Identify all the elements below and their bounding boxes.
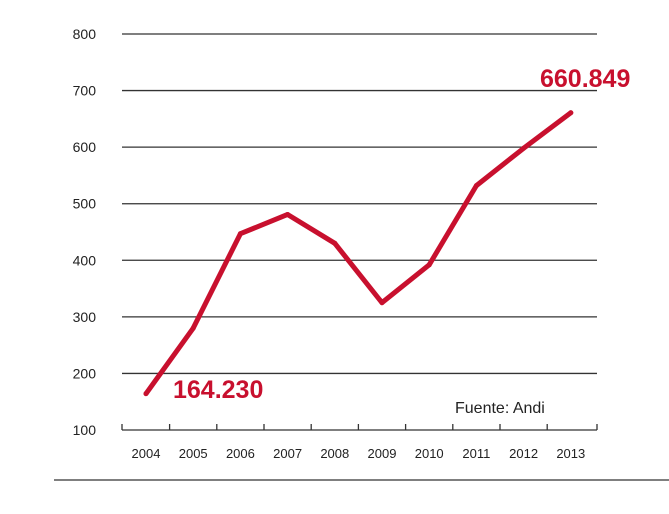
- data-point: [332, 240, 338, 246]
- data-point: [426, 262, 432, 268]
- x-tick-label: 2007: [273, 446, 302, 461]
- x-tick-label: 2011: [462, 446, 490, 461]
- data-point: [285, 211, 291, 217]
- x-tick-label: 2006: [226, 446, 255, 461]
- y-tick-label: 600: [73, 139, 97, 155]
- data-point: [237, 231, 243, 237]
- data-point: [521, 145, 527, 151]
- y-tick-label: 200: [73, 365, 97, 381]
- y-tick-label: 700: [73, 83, 97, 99]
- x-tick-label: 2013: [556, 446, 585, 461]
- series-layer: [143, 110, 574, 397]
- x-tick-label: 2005: [179, 446, 208, 461]
- series-line: [143, 110, 574, 397]
- x-axis: 2004 2005 2006 2007 2008 2009 2010 2011 2012 2013: [121, 424, 598, 461]
- data-point: [143, 391, 149, 397]
- source-label: Fuente: Andi: [455, 400, 545, 417]
- data-point: [190, 325, 196, 331]
- data-point: [379, 300, 385, 306]
- end-value-label: 660.849: [540, 65, 630, 93]
- y-tick-label: 800: [73, 26, 97, 42]
- x-tick-label: 2012: [509, 446, 538, 461]
- y-tick-label: 500: [73, 196, 97, 212]
- x-tick-label: 2008: [320, 446, 349, 461]
- data-point: [473, 183, 479, 189]
- y-tick-label: 100: [73, 422, 97, 438]
- x-tick-label: 2010: [415, 446, 444, 461]
- start-value-label: 164.230: [173, 376, 263, 404]
- y-axis-ticks: 100 200 300 400 500 600 700 800: [73, 26, 97, 438]
- data-point: [568, 110, 574, 116]
- x-tick-label: 2004: [132, 446, 161, 461]
- y-tick-label: 300: [73, 309, 97, 325]
- y-tick-label: 400: [73, 252, 97, 268]
- x-tick-label: 2009: [368, 446, 397, 461]
